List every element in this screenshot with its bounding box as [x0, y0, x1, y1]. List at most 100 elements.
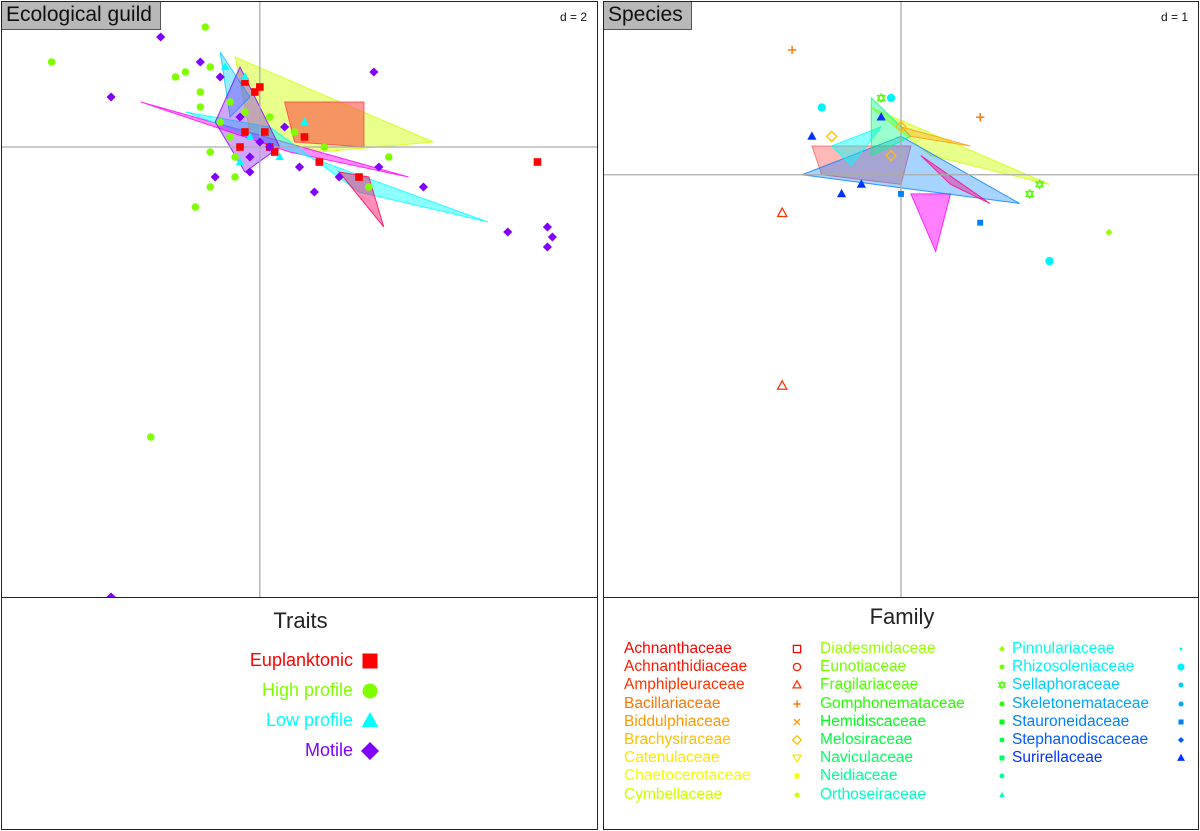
data-point	[106, 592, 116, 597]
family-legend-marker	[794, 773, 800, 779]
data-point	[265, 142, 275, 152]
square-icon	[362, 653, 378, 669]
data-point	[294, 162, 305, 172]
left-legend-panel: Traits Euplanktonic High profile Low profi…	[1, 597, 598, 830]
small-square-icon	[1178, 719, 1184, 725]
data-point	[776, 379, 788, 390]
group-hull	[283, 101, 365, 148]
open-diamond-icon	[791, 734, 803, 746]
group-hull	[337, 171, 385, 228]
data-point	[275, 152, 284, 161]
data-point	[181, 68, 190, 76]
traits-legend-label: High profile	[261, 680, 353, 700]
data-point	[220, 62, 230, 71]
family-legend-title: Family	[869, 604, 935, 629]
family-legend-marker	[998, 645, 1006, 653]
data-point	[235, 157, 245, 166]
family-legend-marker	[1179, 647, 1183, 651]
tiny-dot-icon	[1179, 647, 1183, 651]
data-point	[231, 173, 239, 181]
data-point	[369, 67, 379, 77]
family-legend-label: Stephanodiscaceae	[1012, 731, 1149, 748]
small-diamond-icon	[998, 645, 1006, 653]
family-legend-label: Melosiraceae	[820, 731, 913, 748]
data-point	[1105, 228, 1113, 236]
traits-legend-marker	[361, 742, 379, 760]
data-point	[533, 158, 542, 166]
group-hull	[920, 155, 991, 204]
data-point	[300, 117, 309, 126]
family-legend-marker	[792, 644, 802, 654]
right-legend-panel: Family Achnanthaceae Achnanthidiaceae Amph…	[603, 597, 1199, 830]
family-legend-label: Pinnulariaceae	[1012, 640, 1115, 657]
small-dot-icon	[999, 737, 1005, 743]
data-point	[365, 183, 373, 191]
family-legend-marker	[999, 737, 1005, 743]
family-legend-label: Stauroneidaceae	[1012, 712, 1130, 730]
traits-legend-label: Low profile	[265, 710, 353, 730]
data-point	[817, 103, 826, 112]
group-hull	[214, 65, 281, 173]
family-legend-marker	[1177, 736, 1185, 744]
right-panel-title: Species	[604, 2, 692, 30]
cross-icon	[793, 718, 801, 726]
data-point	[503, 227, 513, 237]
small-dot-icon	[999, 664, 1005, 670]
data-point	[251, 88, 259, 96]
group-hull	[140, 101, 409, 178]
data-point	[171, 73, 180, 81]
left-scale-label: d = 2	[559, 10, 587, 24]
data-point	[418, 182, 429, 192]
data-point	[290, 128, 299, 136]
data-point	[542, 222, 552, 232]
data-point	[895, 120, 907, 133]
family-legend-marker	[793, 699, 801, 708]
family-legend-marker	[791, 754, 803, 764]
plus-icon	[793, 699, 801, 708]
open-circle-icon	[792, 662, 802, 672]
family-legend-label: Rhizosoleniaceae	[1012, 658, 1135, 676]
data-point	[191, 203, 200, 211]
data-point	[836, 188, 847, 198]
data-point	[156, 32, 166, 42]
family-legend-label: Catenulaceae	[624, 749, 720, 767]
family-legend-marker	[792, 662, 802, 672]
data-point	[787, 45, 797, 55]
group-hull	[900, 126, 971, 147]
family-legend-label: Brachysiraceae	[624, 731, 731, 748]
data-point	[241, 128, 249, 136]
traits-legend-marker	[361, 712, 379, 727]
family-legend-marker	[997, 680, 1007, 691]
data-point	[231, 153, 239, 161]
data-point	[977, 219, 984, 226]
data-point	[195, 57, 205, 67]
data-point	[245, 152, 255, 162]
data-point	[196, 88, 205, 96]
data-point	[547, 232, 557, 242]
family-legend-marker	[1178, 682, 1184, 688]
family-legend-marker	[999, 791, 1005, 797]
circle-icon	[362, 683, 378, 699]
open-triangle-icon	[791, 679, 803, 689]
family-legend-label: Gomphonemataceae	[820, 694, 965, 712]
family-legend-label: Eunotiaceae	[820, 658, 907, 676]
data-point	[236, 143, 244, 151]
data-point	[245, 132, 255, 141]
family-legend-label: Neidiaceae	[820, 767, 898, 785]
traits-legend-marker	[362, 653, 378, 669]
data-point	[196, 103, 205, 111]
ecological-guild-plot	[2, 2, 597, 597]
data-point	[384, 153, 393, 161]
family-legend-label: Orthoseiraceae	[820, 785, 926, 803]
group-hull	[910, 193, 952, 254]
data-point	[876, 92, 886, 104]
data-point	[206, 63, 215, 71]
circle-icon	[1177, 663, 1185, 671]
small-triangle-icon	[999, 791, 1005, 797]
triangle-icon	[361, 712, 379, 727]
right-plot-panel: Species d = 1	[603, 1, 1199, 598]
family-legend-label: Naviculaceae	[820, 749, 914, 767]
data-point	[146, 433, 155, 441]
data-point	[241, 78, 249, 86]
data-point	[265, 113, 274, 121]
